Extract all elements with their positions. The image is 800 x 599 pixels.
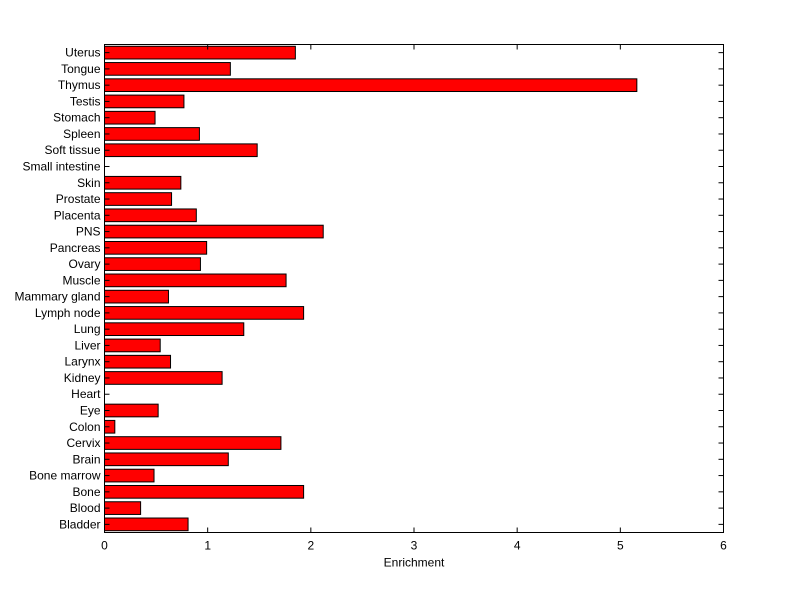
y-tick-label: Liver bbox=[74, 338, 100, 352]
y-tick-label: Bone marrow bbox=[29, 469, 101, 483]
y-tick-label: Testis bbox=[70, 94, 101, 108]
y-tick-label: Larynx bbox=[64, 355, 100, 369]
x-tick-label: 3 bbox=[411, 539, 418, 553]
bar-kidney bbox=[104, 371, 223, 385]
y-tick-label: Thymus bbox=[58, 78, 101, 92]
y-tick-label: Heart bbox=[71, 387, 101, 401]
bar-pancreas bbox=[104, 240, 208, 255]
y-tick-label: Tongue bbox=[61, 62, 101, 76]
y-tick-label: Bladder bbox=[59, 517, 100, 531]
bar-lymph-node bbox=[104, 306, 305, 320]
bar-stomach bbox=[104, 110, 156, 125]
y-tick-label: Colon bbox=[69, 420, 100, 434]
bar-thymus bbox=[104, 78, 638, 93]
y-tick-label: Lung bbox=[74, 322, 101, 336]
bar-mammary-gland bbox=[104, 289, 169, 304]
x-tick-label: 4 bbox=[514, 539, 521, 553]
y-tick-label: Pancreas bbox=[50, 241, 101, 255]
bar-prostate bbox=[104, 192, 173, 206]
labels-layer: Bladder Blood Bone Bone marrow Brain Cervix Co… bbox=[14, 46, 727, 553]
bar-tongue bbox=[104, 62, 231, 76]
bar-placenta bbox=[104, 208, 197, 223]
y-tick-label: Bone bbox=[72, 485, 100, 499]
bar-cervix bbox=[104, 436, 282, 450]
bar-blood bbox=[104, 501, 142, 515]
y-tick-label: Spleen bbox=[63, 127, 100, 141]
bar-bone-marrow bbox=[104, 468, 155, 483]
x-tick-label: 6 bbox=[720, 539, 727, 553]
y-tick-label: Blood bbox=[70, 501, 101, 515]
bars-layer bbox=[104, 45, 638, 532]
x-tick-label: 1 bbox=[204, 539, 211, 553]
bar-pns bbox=[104, 224, 324, 239]
y-tick-label: Eye bbox=[80, 404, 101, 418]
bar-ovary bbox=[104, 257, 201, 271]
bar-liver bbox=[104, 338, 161, 353]
bar-eye bbox=[104, 403, 159, 418]
y-tick-label: Mammary gland bbox=[14, 290, 100, 304]
bar-brain bbox=[104, 452, 229, 467]
bar-lung bbox=[104, 322, 245, 337]
x-tick-label: 5 bbox=[617, 539, 624, 553]
x-axis-title: Enrichment bbox=[384, 556, 445, 570]
y-tick-label: PNS bbox=[76, 225, 101, 239]
bar-bone bbox=[104, 484, 305, 499]
y-tick-label: Muscle bbox=[62, 273, 100, 287]
bar-muscle bbox=[104, 273, 287, 288]
y-tick-label: Ovary bbox=[68, 257, 100, 271]
plot-frame bbox=[104, 44, 724, 533]
bar-testis bbox=[104, 94, 185, 109]
y-tick-label: Kidney bbox=[64, 371, 101, 385]
y-tick-label: Prostate bbox=[56, 192, 101, 206]
y-tick-label: Brain bbox=[72, 452, 100, 466]
y-tick-label: Soft tissue bbox=[44, 143, 100, 157]
y-tick-label: Uterus bbox=[65, 46, 100, 60]
bar-spleen bbox=[104, 127, 200, 141]
y-tick-label: Cervix bbox=[66, 436, 100, 450]
y-tick-label: Skin bbox=[77, 176, 100, 190]
x-tick-label: 2 bbox=[307, 539, 314, 553]
bar-bladder bbox=[104, 517, 189, 532]
bar-skin bbox=[104, 175, 182, 190]
y-tick-label: Small intestine bbox=[22, 160, 100, 174]
y-tick-label: Lymph node bbox=[35, 306, 101, 320]
bar-soft-tissue bbox=[104, 143, 258, 158]
bar-larynx bbox=[104, 354, 172, 369]
x-tick-label: 0 bbox=[101, 539, 108, 553]
y-tick-label: Placenta bbox=[54, 208, 101, 222]
y-tick-label: Stomach bbox=[53, 111, 100, 125]
bar-uterus bbox=[104, 45, 296, 60]
